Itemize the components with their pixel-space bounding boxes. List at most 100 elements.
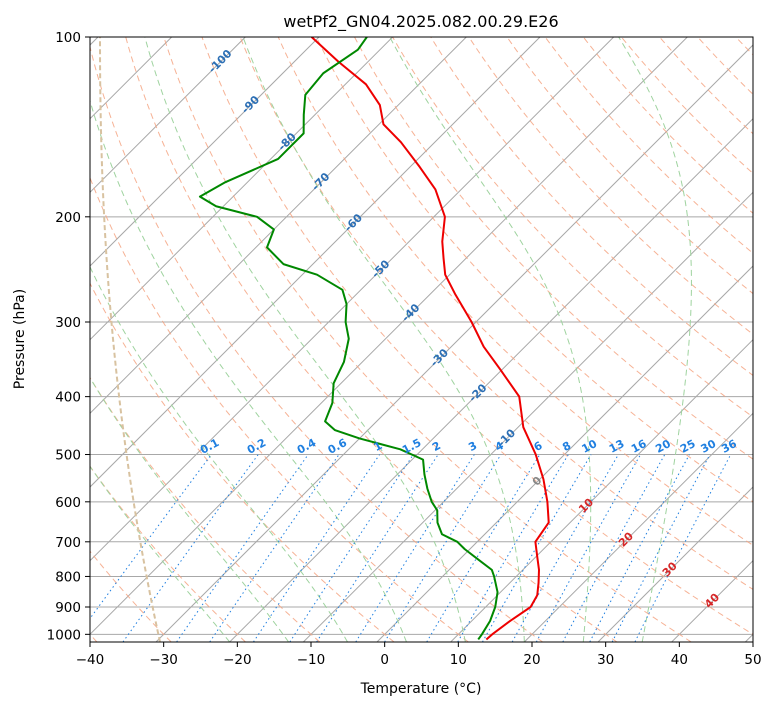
y-tick-label: 200 bbox=[55, 210, 81, 226]
mixing-ratio-line bbox=[562, 454, 666, 642]
mixing-ratio-line bbox=[122, 454, 259, 642]
dry-adiabat-line bbox=[354, 37, 753, 460]
dry-adiabat-line bbox=[392, 37, 753, 418]
mixing-ratio-label: 20 bbox=[653, 437, 673, 456]
mixing-ratio-label: 0.2 bbox=[245, 436, 268, 457]
x-tick-label: −20 bbox=[223, 652, 252, 668]
dry-adiabat-line bbox=[90, 176, 469, 642]
isotherm-line bbox=[155, 44, 753, 642]
x-tick-label: −30 bbox=[149, 652, 178, 668]
dry-adiabat-line bbox=[544, 37, 753, 254]
x-tick-label: 50 bbox=[744, 652, 761, 668]
mixing-ratio-label: 16 bbox=[629, 437, 649, 456]
isotherm-line bbox=[376, 265, 753, 642]
mixing-ratio-label: 0.1 bbox=[198, 436, 221, 457]
mixing-ratio-line bbox=[316, 454, 439, 642]
x-tick-label: −10 bbox=[297, 652, 326, 668]
isotherm-line bbox=[744, 633, 753, 642]
chart-title: wetPf2_GN04.2025.082.00.29.E26 bbox=[283, 12, 558, 32]
mixing-ratio-line bbox=[589, 454, 690, 642]
y-tick-label: 700 bbox=[55, 535, 81, 551]
moist-adiabat-line bbox=[618, 37, 692, 642]
x-tick-label: 30 bbox=[597, 652, 614, 668]
isotherm-line bbox=[90, 37, 320, 267]
moist-adiabat-line bbox=[389, 37, 592, 642]
mixing-ratio-line bbox=[481, 454, 592, 642]
isotherm-line bbox=[90, 37, 688, 636]
mixing-ratio-label: 0.4 bbox=[295, 436, 319, 457]
x-axis-ticks: −40 −30 −20 −10 0 10 20 30 40 50 bbox=[76, 642, 762, 668]
dry-adiabat-line bbox=[735, 37, 753, 56]
mixing-ratio-line bbox=[90, 454, 212, 620]
mixing-ratio-label: 36 bbox=[719, 437, 739, 456]
moist-adiabat-line bbox=[242, 37, 525, 642]
isotherm-line bbox=[229, 117, 753, 642]
mixing-ratio-line bbox=[289, 454, 414, 642]
moist-adiabat-line bbox=[90, 376, 290, 642]
plot-frame bbox=[89, 36, 754, 643]
dewpoint-profile-line bbox=[198, 37, 499, 641]
mixing-ratio-line bbox=[634, 454, 732, 642]
dry-adiabat-line bbox=[277, 37, 753, 546]
dry-adiabat-line bbox=[506, 37, 753, 295]
mixing-ratio-label: 3 bbox=[466, 439, 479, 454]
moist-adiabat-line bbox=[90, 265, 348, 642]
y-tick-label: 100 bbox=[55, 30, 81, 46]
dry-adiabat-line bbox=[125, 37, 618, 642]
mixing-ratio-label: 0.6 bbox=[326, 436, 350, 457]
dry-adiabat-line bbox=[659, 37, 753, 135]
mixing-ratio-label: 10 bbox=[580, 437, 600, 456]
isotherm-line bbox=[597, 486, 753, 642]
mixing-ratio-labels: 0.1 0.2 0.4 0.6 1 1.5 2 3 4 6 8 10 13 16 20 25 30 36 bbox=[198, 436, 739, 457]
plot-area bbox=[90, 37, 753, 642]
isotherm-line bbox=[90, 37, 467, 415]
dry-adiabat-line bbox=[239, 37, 753, 590]
dry-adiabat-line bbox=[697, 37, 753, 95]
isotherm-line bbox=[302, 191, 753, 642]
isotherm-line bbox=[90, 37, 541, 488]
x-tick-label: −40 bbox=[76, 652, 105, 668]
isotherm-label: 10 bbox=[576, 495, 596, 515]
dry-adiabat-line bbox=[90, 44, 543, 642]
mixing-ratio-label: 1.5 bbox=[400, 436, 423, 457]
mixing-ratio-line bbox=[384, 454, 502, 642]
dry-adiabat-line bbox=[582, 37, 753, 214]
y-tick-label: 800 bbox=[55, 569, 81, 585]
dry-adiabat-line bbox=[201, 37, 753, 635]
dry-adiabat-line bbox=[621, 37, 753, 175]
mixing-ratio-line bbox=[511, 454, 619, 642]
mixing-ratio-label: 1 bbox=[372, 439, 385, 454]
isotherm-line bbox=[90, 37, 246, 194]
mixing-ratio-label: 8 bbox=[560, 439, 573, 454]
dry-adiabat-line bbox=[90, 465, 246, 642]
isotherm-line bbox=[671, 559, 753, 642]
y-axis-label: Pressure (hPa) bbox=[12, 289, 28, 389]
mixing-ratio-line bbox=[426, 454, 541, 642]
x-tick-label: 20 bbox=[523, 652, 540, 668]
temperature-profile-line bbox=[310, 37, 550, 641]
moist-adiabat-line bbox=[90, 465, 231, 642]
mixing-ratio-line bbox=[209, 454, 340, 642]
mixing-ratio-label: 25 bbox=[678, 437, 698, 456]
isotherm-line bbox=[450, 338, 753, 642]
x-tick-label: 40 bbox=[671, 652, 688, 668]
dry-adiabat-line bbox=[90, 376, 321, 642]
isotherm-line bbox=[523, 412, 753, 642]
y-tick-label: 900 bbox=[55, 600, 81, 616]
isotherm-line bbox=[90, 37, 615, 562]
mixing-ratio-line bbox=[355, 454, 475, 642]
dry-adiabat-line bbox=[90, 282, 395, 642]
y-tick-label: 1000 bbox=[47, 627, 81, 643]
mixing-ratio-line bbox=[252, 454, 381, 642]
x-tick-label: 0 bbox=[380, 652, 389, 668]
dry-adiabat-line bbox=[163, 37, 692, 642]
dry-adiabat-line bbox=[430, 37, 753, 377]
y-tick-label: 500 bbox=[55, 448, 81, 464]
mixing-ratio-line bbox=[176, 454, 309, 642]
mixing-ratio-line bbox=[611, 454, 711, 642]
y-tick-label: 400 bbox=[55, 390, 81, 406]
moist-adiabat-line bbox=[90, 98, 407, 642]
y-tick-label: 300 bbox=[55, 315, 81, 331]
